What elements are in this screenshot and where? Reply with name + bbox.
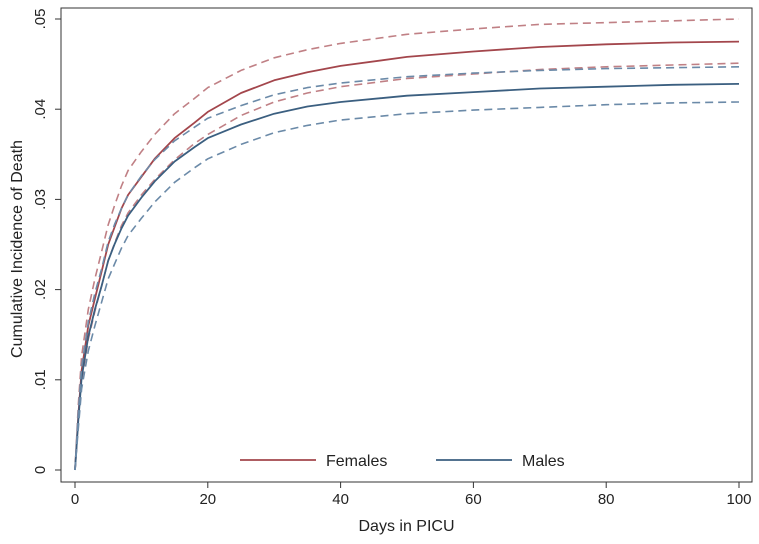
y-tick-label: .03 xyxy=(32,189,49,210)
y-tick-label: .04 xyxy=(32,99,49,120)
x-tick-label: 20 xyxy=(199,491,216,508)
x-axis: 0 20 40 60 80 100 xyxy=(71,482,752,508)
y-tick-label: .02 xyxy=(32,279,49,300)
y-axis-title: Cumulative Incidence of Death xyxy=(9,140,26,358)
x-tick-label: 0 xyxy=(71,491,79,508)
legend-label-females: Females xyxy=(326,453,387,470)
plot-frame xyxy=(60,7,753,483)
females-lower-ci-line xyxy=(74,62,740,471)
x-tick-label: 80 xyxy=(598,491,615,508)
x-tick-label: 60 xyxy=(465,491,482,508)
males-upper-ci-line xyxy=(74,66,740,471)
females-line xyxy=(74,40,740,471)
y-tick-label: .01 xyxy=(32,369,49,390)
y-tick-label: 0 xyxy=(32,466,49,474)
females-upper-ci-line xyxy=(74,18,740,471)
males-lower-ci-line xyxy=(74,101,740,471)
x-axis-title: Days in PICU xyxy=(358,518,454,535)
males-line xyxy=(74,83,740,471)
x-tick-label: 40 xyxy=(332,491,349,508)
x-tick-label: 100 xyxy=(726,491,751,508)
series-lines xyxy=(74,18,740,471)
plot-border xyxy=(60,7,753,483)
legend-label-males: Males xyxy=(522,453,565,470)
y-tick-label: .05 xyxy=(32,9,49,30)
legend: Females Males xyxy=(240,453,565,470)
y-axis: 0 .01 .02 .03 .04 .05 xyxy=(32,9,61,474)
